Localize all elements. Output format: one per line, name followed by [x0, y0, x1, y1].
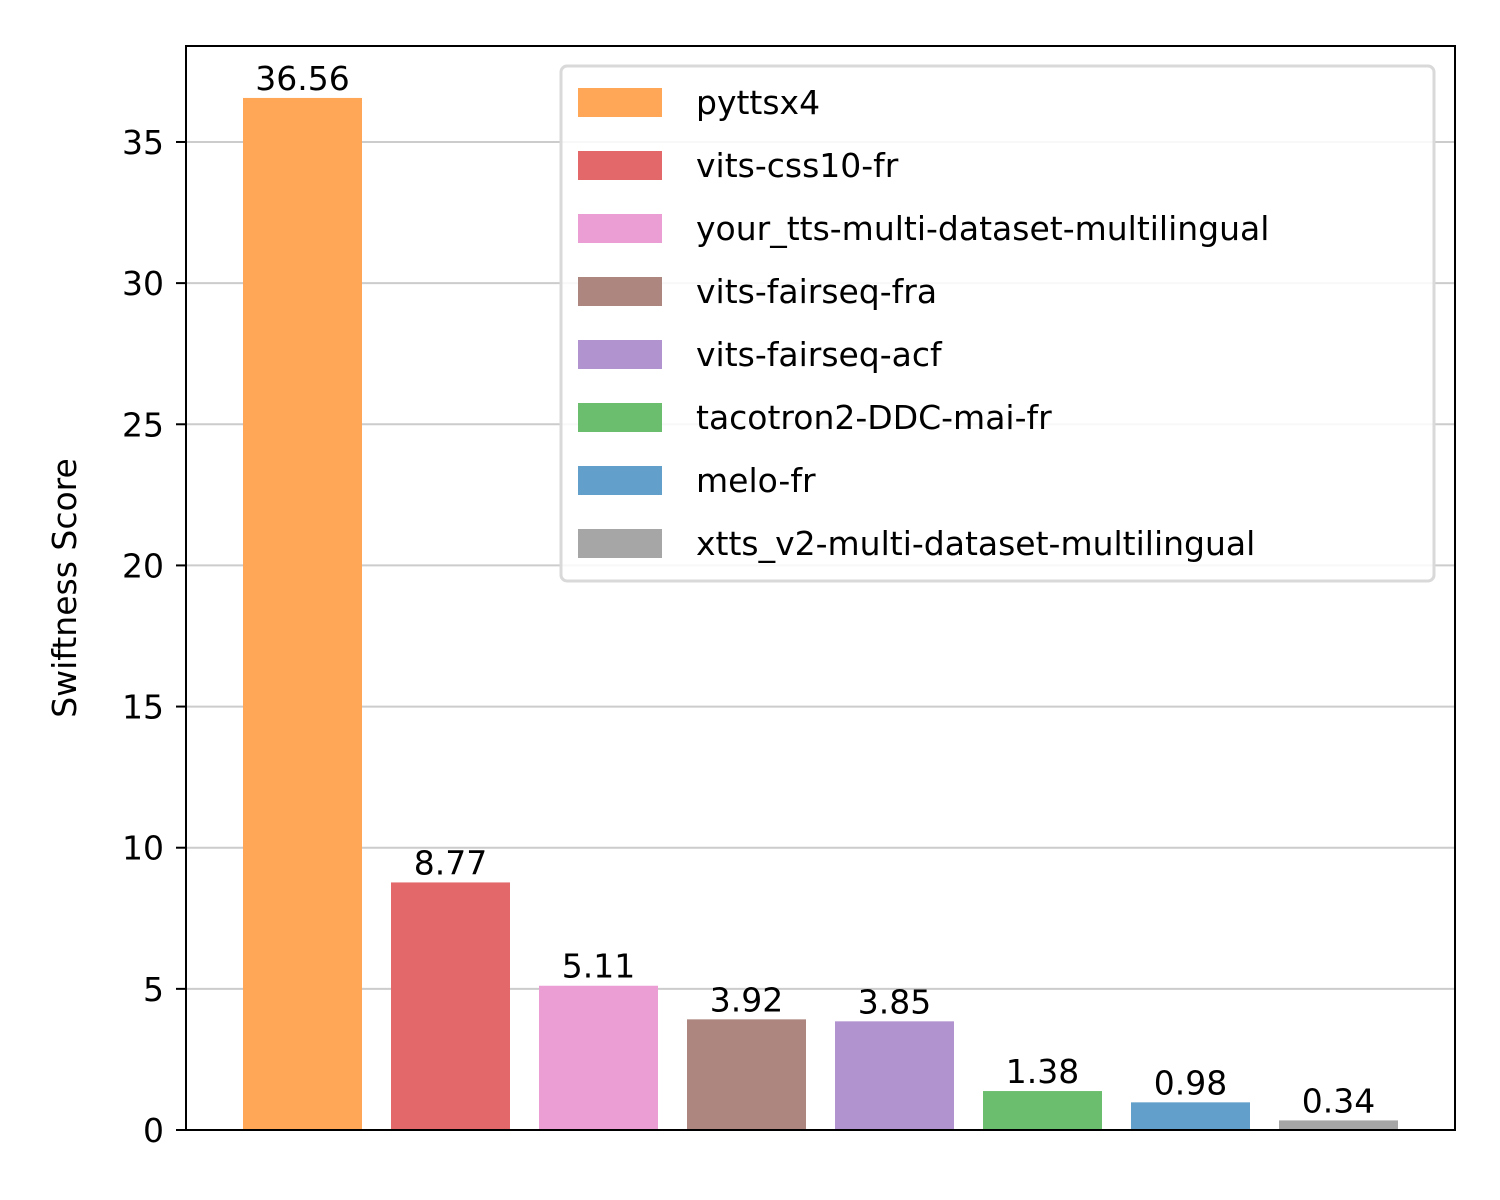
legend-label: vits-fairseq-acf: [696, 335, 943, 374]
bar-value-label: 3.92: [710, 980, 783, 1019]
legend-swatch: [578, 403, 662, 432]
y-tick-label: 15: [122, 688, 164, 727]
y-tick-label: 5: [143, 970, 164, 1009]
legend-label: your_tts-multi-dataset-multilingual: [696, 209, 1269, 248]
y-tick-label: 20: [122, 546, 164, 585]
legend-swatch: [578, 151, 662, 180]
legend-swatch: [578, 340, 662, 369]
bar: [1131, 1102, 1250, 1130]
bar: [983, 1091, 1102, 1130]
bar: [687, 1019, 806, 1130]
legend-label: pyttsx4: [696, 83, 820, 122]
bar-value-label: 0.98: [1154, 1063, 1227, 1102]
y-tick-label: 35: [122, 123, 164, 162]
legend-label: xtts_v2-multi-dataset-multilingual: [696, 524, 1255, 563]
bar-value-label: 36.56: [255, 59, 349, 98]
legend-label: melo-fr: [696, 461, 816, 500]
bar-value-label: 1.38: [1006, 1052, 1079, 1091]
legend-swatch: [578, 466, 662, 495]
legend-swatch: [578, 214, 662, 243]
legend: pyttsx4 vits-css10-fr your_tts-multi-datas…: [559, 64, 1436, 583]
y-axis-ticks: 0 5 10 15 20 25 30 35: [122, 123, 186, 1150]
plot-frame: [185, 45, 1456, 1131]
bars: [243, 97, 1398, 1131]
legend-label: vits-css10-fr: [696, 146, 899, 185]
bar-value-label: 5.11: [562, 947, 635, 986]
value-labels: 36.56 8.77 5.11 3.92 3.85 1.38 0.98 0.34: [255, 59, 1375, 1120]
legend-label: vits-fairseq-fra: [696, 272, 937, 311]
legend-label: tacotron2-DDC-mai-fr: [696, 398, 1052, 437]
bar-value-label: 8.77: [414, 843, 487, 882]
y-axis-label: Swiftness Score: [45, 458, 84, 718]
y-tick-label: 30: [122, 264, 164, 303]
bar: [1279, 1120, 1398, 1130]
legend-swatch: [578, 529, 662, 558]
bar: [539, 985, 658, 1130]
bar: [243, 97, 362, 1131]
bar: [835, 1021, 954, 1130]
bar-value-label: 0.34: [1302, 1081, 1375, 1120]
y-tick-label: 25: [122, 405, 164, 444]
bar-value-label: 3.85: [858, 982, 931, 1021]
legend-swatch: [578, 277, 662, 306]
y-tick-label: 10: [122, 829, 164, 868]
bar: [391, 882, 510, 1130]
legend-swatch: [578, 88, 662, 117]
y-tick-label: 0: [143, 1111, 164, 1150]
legend-box: [559, 64, 1436, 583]
